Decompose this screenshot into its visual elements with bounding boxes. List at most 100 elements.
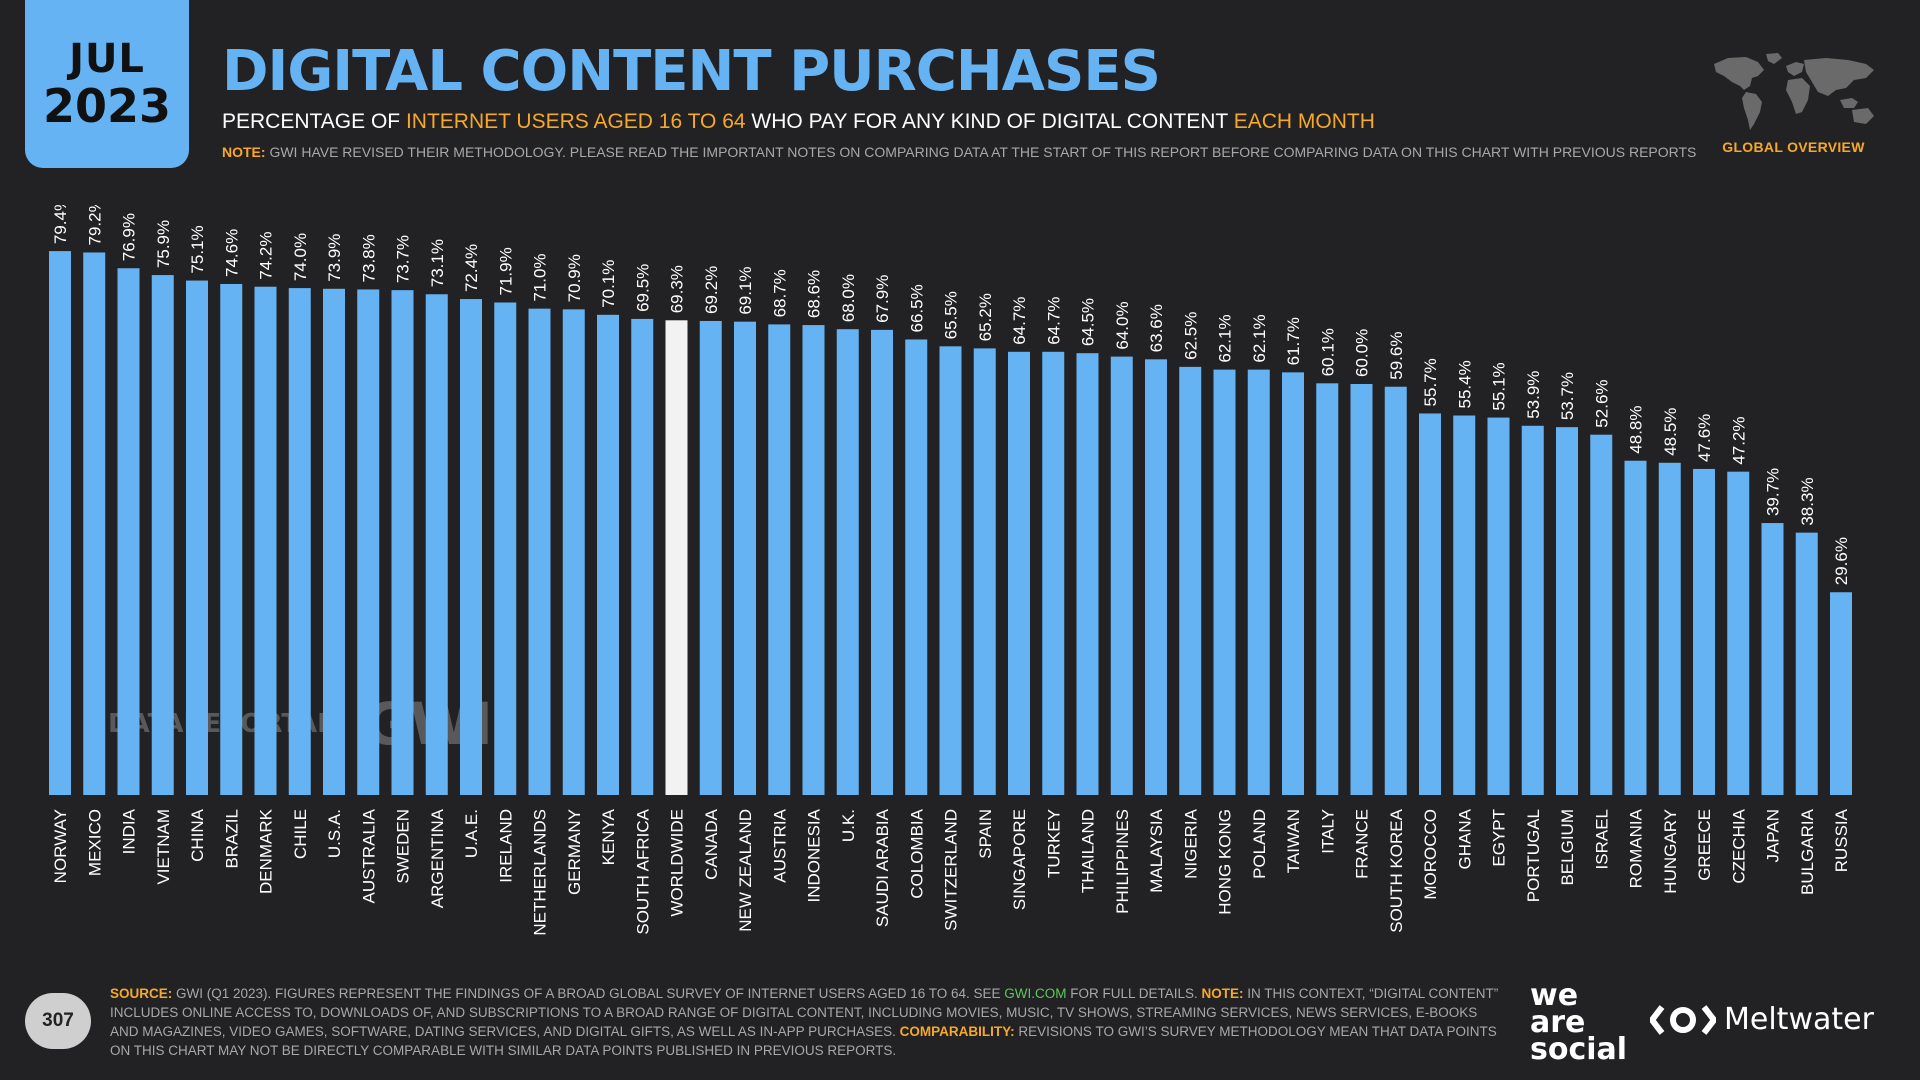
bar-u-k	[836, 329, 859, 795]
subtitle-text-2: WHO PAY FOR ANY KIND OF DIGITAL CONTENT	[745, 110, 1234, 133]
category-label: CZECHIA	[1729, 808, 1748, 883]
bar-denmark	[254, 286, 277, 795]
value-label: 69.1%	[736, 266, 755, 314]
date-badge: JUL 2023	[25, 0, 189, 168]
category-label: NORWAY	[51, 809, 70, 883]
category-label: PORTUGAL	[1524, 809, 1543, 902]
bar-hong-kong	[1213, 369, 1236, 795]
category-label: MEXICO	[85, 809, 104, 876]
we-are-social-logo: we are social	[1530, 978, 1628, 1067]
category-label: GREECE	[1695, 809, 1714, 881]
bar-new-zealand	[734, 321, 756, 795]
category-label: PHILIPPINES	[1113, 809, 1132, 914]
value-label: 60.0%	[1353, 329, 1372, 377]
value-label: 73.1%	[428, 239, 447, 287]
value-label: 75.1%	[188, 225, 207, 273]
category-label: EGYPT	[1490, 809, 1509, 867]
value-label: 69.5%	[633, 264, 652, 312]
value-label: 48.8%	[1627, 406, 1646, 454]
category-label: FRANCE	[1353, 809, 1372, 879]
value-label: 76.9%	[120, 213, 139, 261]
source-link[interactable]: GWI.COM	[1004, 986, 1067, 1001]
bar-norway	[49, 251, 71, 796]
value-label: 64.0%	[1113, 301, 1132, 349]
value-label: 67.9%	[873, 275, 892, 323]
category-label: ARGENTINA	[428, 808, 447, 908]
category-label: BULGARIA	[1798, 808, 1817, 895]
source-text-2: FOR FULL DETAILS.	[1066, 986, 1202, 1001]
bar-u-s-a	[323, 288, 345, 795]
note-label: NOTE:	[222, 144, 266, 160]
footer-note-text: IN THIS CONTEXT, “DIGITAL CONTENT” INCLU…	[110, 986, 1499, 1039]
logo-line-3: social	[1530, 1032, 1628, 1067]
value-label: 71.0%	[531, 253, 550, 301]
value-label: 55.7%	[1421, 358, 1440, 406]
note-text: GWI HAVE REVISED THEIR METHODOLOGY. PLEA…	[265, 144, 1697, 160]
bar-india	[117, 268, 140, 795]
value-label: 47.6%	[1695, 414, 1714, 462]
category-label: NIGERIA	[1181, 808, 1200, 879]
category-label: BRAZIL	[222, 809, 241, 869]
value-label: 39.7%	[1764, 468, 1783, 516]
value-label: 74.6%	[222, 229, 241, 277]
category-label: COLOMBIA	[907, 808, 926, 898]
category-label: AUSTRALIA	[359, 808, 378, 903]
category-label: GHANA	[1455, 808, 1474, 869]
value-label: 65.2%	[976, 293, 995, 341]
bar-italy	[1316, 383, 1339, 795]
value-label: 53.9%	[1524, 371, 1543, 419]
source-text-1: GWI (Q1 2023). FIGURES REPRESENT THE FIN…	[172, 986, 1005, 1001]
category-label: HUNGARY	[1661, 809, 1680, 894]
bar-portugal	[1521, 425, 1544, 795]
global-overview-badge: GLOBAL OVERVIEW	[1722, 139, 1865, 155]
bar-austria	[768, 324, 791, 795]
bar-thailand	[1076, 353, 1099, 795]
source-label: SOURCE:	[110, 986, 173, 1001]
category-label: INDIA	[120, 808, 139, 854]
value-label: 55.1%	[1490, 362, 1509, 410]
bar-israel	[1590, 434, 1613, 795]
bar-chart: 79.4% NORWAY 79.2% MEXICO 76.9% INDIA 75.9% VIE…	[49, 205, 1852, 936]
category-label: SAUDI ARABIA	[873, 808, 892, 927]
bar-colombia	[905, 339, 928, 795]
value-label: 55.4%	[1455, 360, 1474, 408]
category-label: CHILE	[291, 809, 310, 859]
bar-switzerland	[939, 346, 962, 795]
bar-morocco	[1419, 413, 1441, 795]
category-label: THAILAND	[1079, 809, 1098, 893]
methodology-note: NOTE: GWI HAVE REVISED THEIR METHODOLOGY…	[222, 143, 1696, 161]
bar-taiwan	[1282, 372, 1304, 795]
meltwater-wordmark: Meltwater	[1724, 1002, 1874, 1037]
bar-philippines	[1110, 356, 1133, 795]
bar-france	[1350, 384, 1373, 795]
bar-japan	[1761, 523, 1784, 795]
bar-sweden	[391, 290, 414, 795]
bar-russia	[1830, 592, 1852, 795]
category-label: U.K.	[839, 809, 858, 842]
category-label: HONG KONG	[1216, 809, 1235, 915]
source-footnote: SOURCE: GWI (Q1 2023). FIGURES REPRESENT…	[110, 984, 1500, 1060]
bar-brazil	[220, 283, 243, 795]
value-label: 64.5%	[1079, 298, 1098, 346]
bar-kenya	[597, 314, 619, 795]
value-label: 64.7%	[1044, 297, 1063, 345]
value-label: 75.9%	[154, 220, 173, 268]
value-label: 69.3%	[668, 265, 687, 313]
category-label: WORLDWIDE	[668, 809, 687, 917]
logo-line-1: we	[1530, 978, 1579, 1013]
value-label: 53.7%	[1558, 372, 1577, 420]
comparability-text: REVISIONS TO GWI’S SURVEY METHODOLOGY ME…	[110, 1024, 1497, 1058]
category-label: VIETNAM	[154, 809, 173, 885]
category-label: INDONESIA	[805, 808, 824, 902]
value-label: 79.2%	[85, 205, 104, 245]
category-label: TAIWAN	[1284, 809, 1303, 873]
category-label: TURKEY	[1044, 809, 1063, 878]
subtitle-highlight-1: INTERNET USERS AGED 16 TO 64	[405, 110, 746, 133]
bar-south-korea	[1384, 386, 1407, 795]
category-label: GERMANY	[565, 809, 584, 895]
value-label: 74.0%	[291, 233, 310, 281]
meltwater-logo: Meltwater	[1650, 1002, 1874, 1037]
category-label: ITALY	[1318, 809, 1337, 854]
category-label: AUSTRIA	[770, 808, 789, 882]
value-label: 47.2%	[1729, 416, 1748, 464]
